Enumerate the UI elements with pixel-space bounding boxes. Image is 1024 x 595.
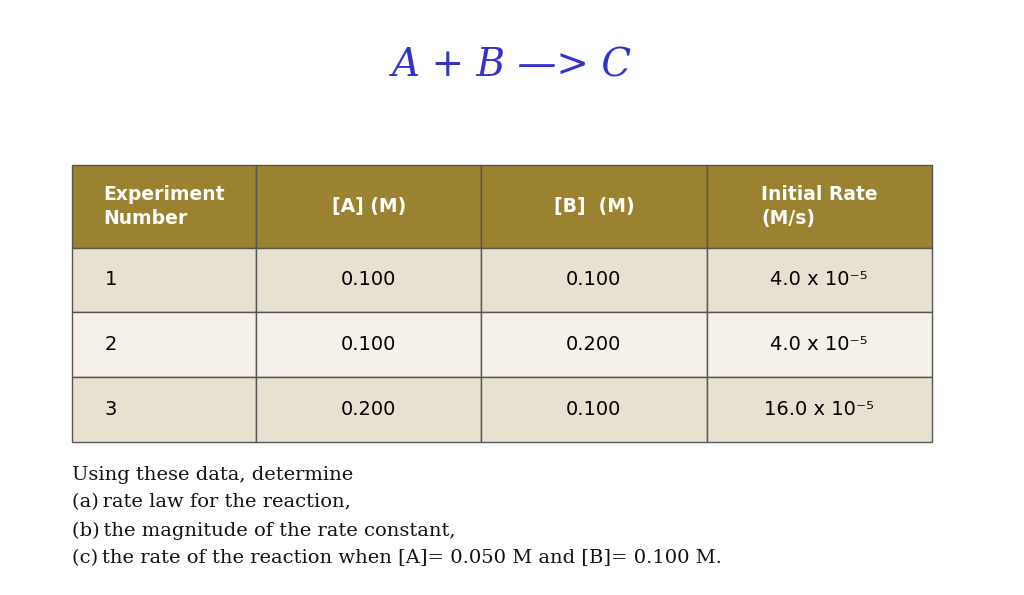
FancyBboxPatch shape [72,312,256,377]
FancyBboxPatch shape [256,165,481,248]
FancyBboxPatch shape [256,377,481,442]
FancyBboxPatch shape [256,248,481,312]
FancyBboxPatch shape [707,248,932,312]
FancyBboxPatch shape [72,377,256,442]
FancyBboxPatch shape [256,312,481,377]
FancyBboxPatch shape [72,165,256,248]
Text: 0.200: 0.200 [566,336,622,354]
FancyBboxPatch shape [707,165,932,248]
Text: 0.100: 0.100 [566,271,622,289]
FancyBboxPatch shape [481,312,707,377]
FancyBboxPatch shape [481,248,707,312]
Text: 3: 3 [104,400,117,419]
Text: [A] (M): [A] (M) [332,197,406,216]
Text: 4.0 x 10⁻⁵: 4.0 x 10⁻⁵ [770,271,868,289]
Text: 2: 2 [104,336,117,354]
Text: Initial Rate
(M/s): Initial Rate (M/s) [761,185,878,227]
Text: Experiment
Number: Experiment Number [103,185,224,227]
Text: 16.0 x 10⁻⁵: 16.0 x 10⁻⁵ [764,400,874,419]
FancyBboxPatch shape [707,312,932,377]
Text: A + B —> C: A + B —> C [392,47,632,84]
Text: 0.200: 0.200 [341,400,396,419]
FancyBboxPatch shape [481,165,707,248]
Text: 0.100: 0.100 [341,271,396,289]
Text: 0.100: 0.100 [566,400,622,419]
Text: [B]  (M): [B] (M) [554,197,634,216]
Text: 0.100: 0.100 [341,336,396,354]
Text: Using these data, determine
(a) rate law for the reaction,
(b) the magnitude of : Using these data, determine (a) rate law… [72,466,722,568]
Text: 4.0 x 10⁻⁵: 4.0 x 10⁻⁵ [770,336,868,354]
FancyBboxPatch shape [72,248,256,312]
Text: 1: 1 [104,271,117,289]
FancyBboxPatch shape [707,377,932,442]
FancyBboxPatch shape [481,377,707,442]
